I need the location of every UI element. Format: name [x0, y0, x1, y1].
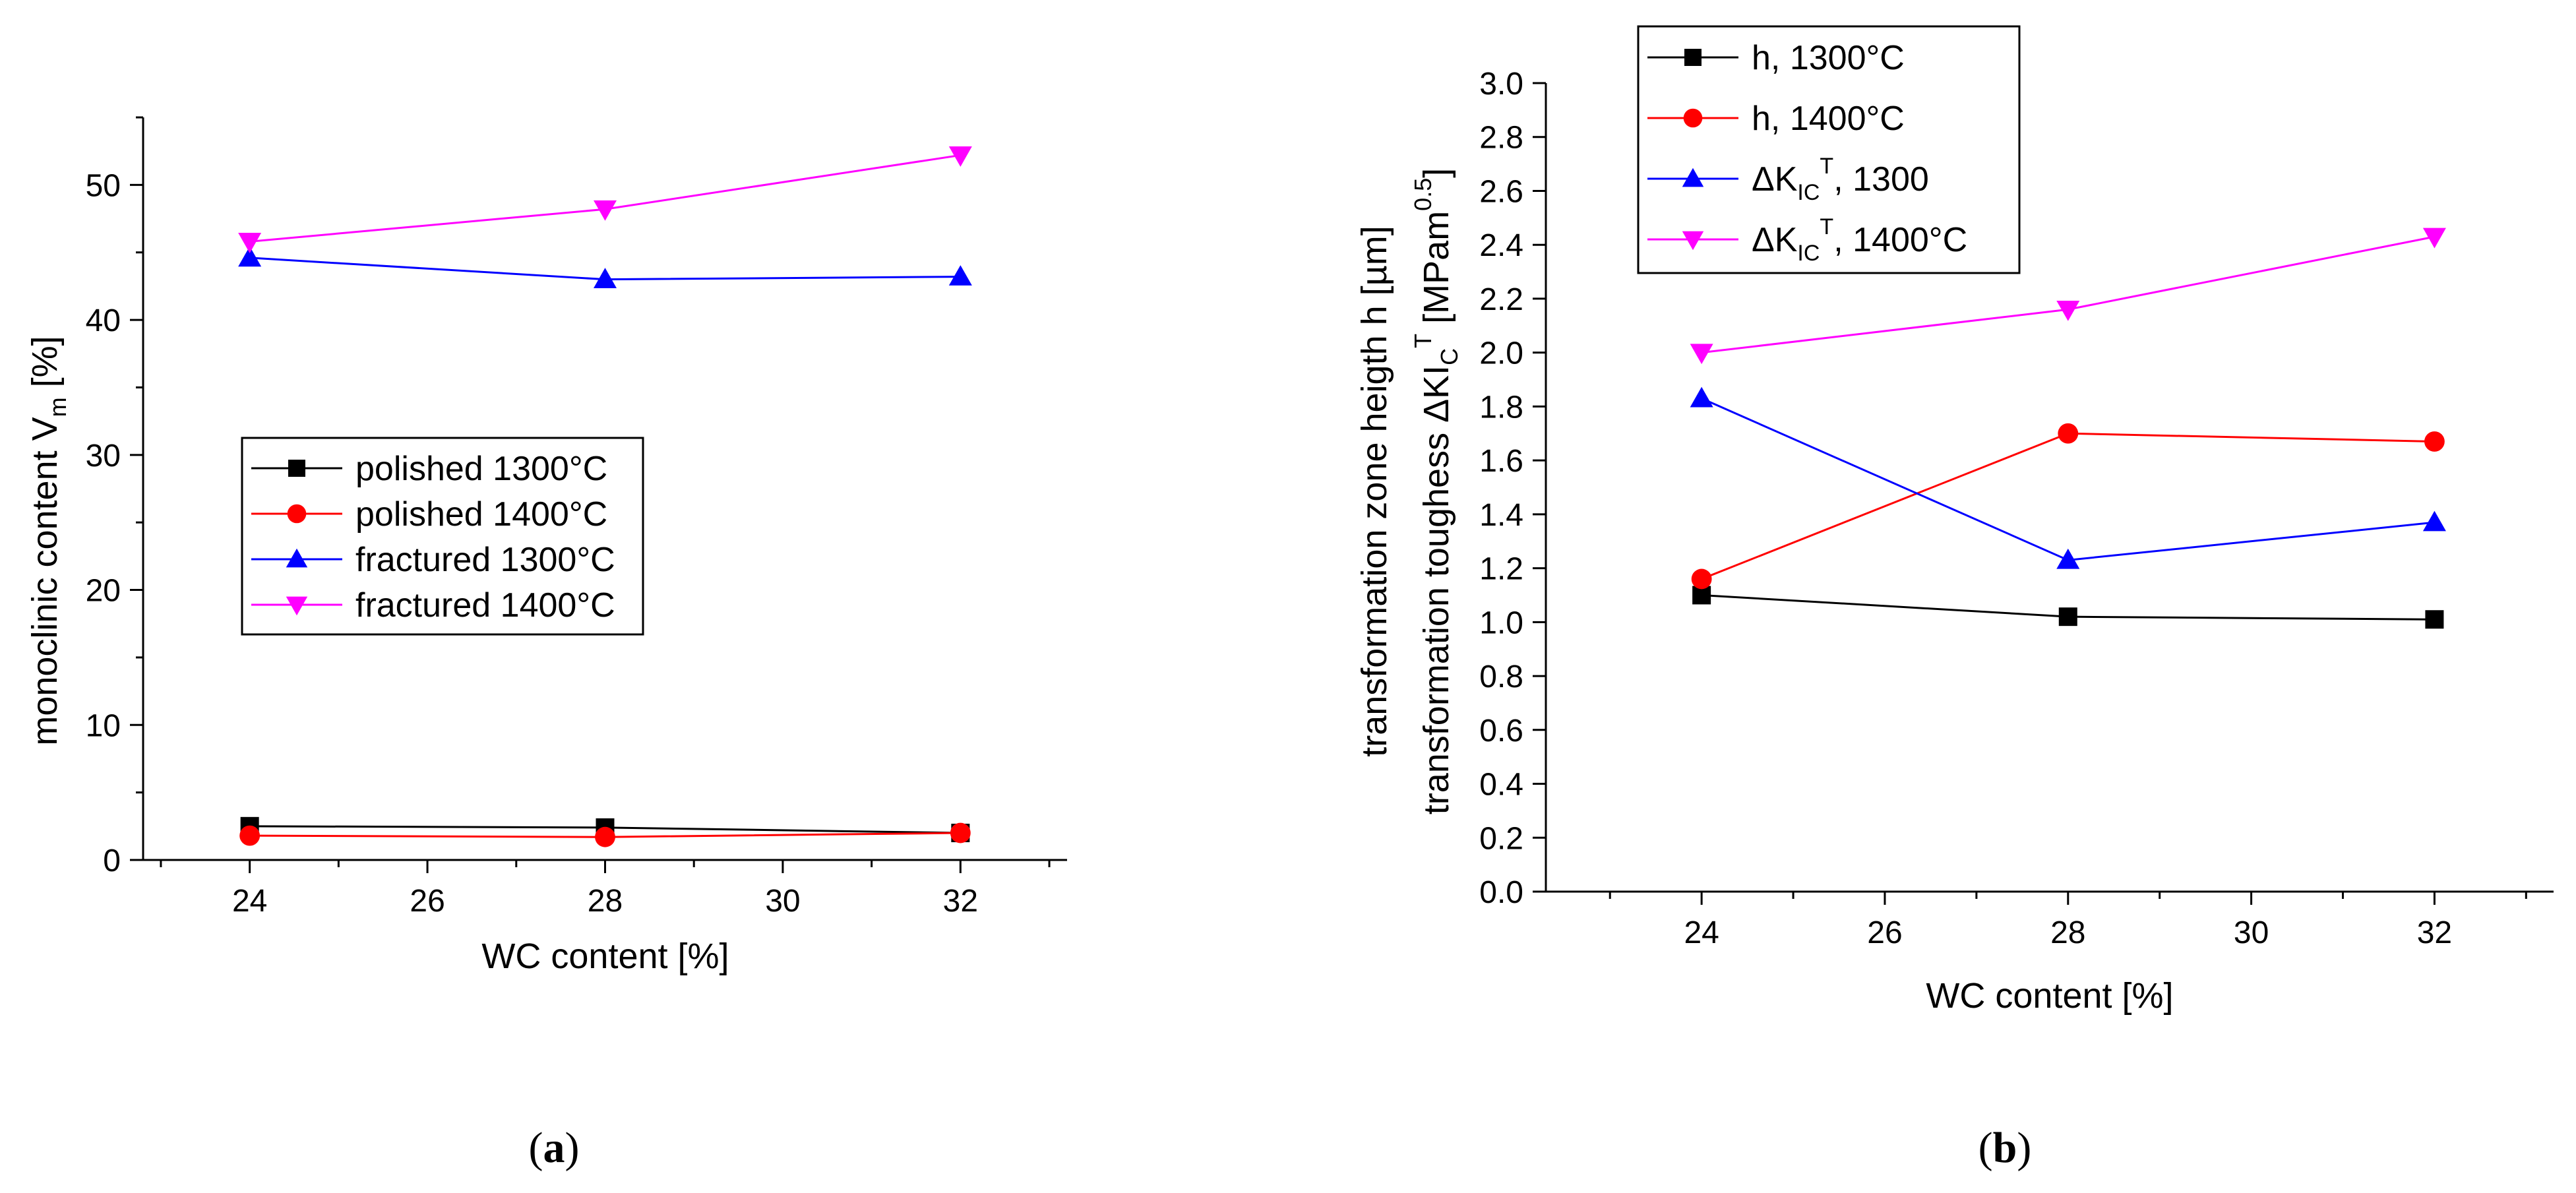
chart-b-legend-marker-3: [1682, 231, 1704, 251]
chart-a-y-tick-label: 20: [86, 574, 121, 609]
chart-a-legend-marker-3: [286, 596, 308, 616]
chart-b-series: [1690, 228, 2446, 629]
chart-a-y-tick-label: 0: [103, 843, 121, 878]
chart-a-x-tick-label: 26: [410, 884, 445, 919]
chart-a-x-axis-label: WC content [%]: [481, 936, 729, 976]
chart-a-point-s2-2: [948, 265, 972, 286]
chart-b-y-tick-label: 1.2: [1479, 552, 1523, 587]
chart-a-y-ticks: 0 10 20 30 40 50: [86, 116, 143, 878]
chart-b-point-s1-2: [2424, 431, 2445, 452]
chart-a-y-tick-label: 50: [86, 168, 121, 203]
chart-a-legend: polished 1300°C polished 1400°C fractured …: [241, 437, 644, 636]
chart-b-y-tick-label: 1.8: [1479, 390, 1523, 425]
chart-b-y-tick-label: 1.0: [1479, 605, 1523, 640]
chart-a-x-tick-label: 24: [232, 884, 267, 919]
chart-a-point-s2-1: [594, 268, 617, 288]
chart-a-x-tick-label: 28: [588, 884, 623, 919]
chart-b-axes: [1545, 83, 2554, 893]
chart-b-y-axis-label-line1: transformation zone heigth h [µm]: [1355, 226, 1394, 757]
chart-b-y-tick-label: 2.2: [1479, 282, 1523, 317]
chart-a-point-s3-0: [238, 233, 262, 253]
chart-a-legend-marker-0: [288, 460, 305, 477]
chart-b-y-tick-label: 2.8: [1479, 121, 1523, 156]
chart-a-caption: (a): [529, 1124, 580, 1172]
chart-a-point-s1-0: [239, 825, 261, 846]
chart-b-x-axis-label: WC content [%]: [1926, 976, 2173, 1016]
chart-b-point-s0-2: [2425, 610, 2444, 629]
chart-b-point-s3-0: [1690, 344, 1713, 365]
chart-a-legend-label-2: fractured 1300°C: [355, 541, 615, 579]
chart-b-x-tick-label: 28: [2050, 915, 2085, 950]
chart-b-x-tick-label: 26: [1867, 915, 1902, 950]
chart-b-legend-marker-2: [1682, 168, 1704, 187]
chart-b-point-s0-1: [2058, 607, 2077, 627]
chart-b-legend-marker-1: [1683, 108, 1703, 128]
chart-b-y-tick-label: 2.6: [1479, 174, 1523, 209]
chart-b-legend-label-3: ΔKICT, 1400°C: [1752, 214, 1967, 266]
chart-b-y-tick-label: 0.6: [1479, 714, 1523, 749]
chart-a-y-axis-label: monoclinic content Vm [%]: [25, 336, 71, 745]
chart-a-point-s3-2: [948, 146, 972, 167]
chart-a-series: [238, 146, 972, 847]
chart-b-legend-marker-0: [1684, 49, 1702, 66]
chart-a-x-tick-label: 30: [765, 884, 800, 919]
chart-b-y-ticks: 0.0 0.2 0.4 0.6 0.8 1.0 1.2 1.4 1.6 1.8 2.0 2.2 2.4 2…: [1479, 67, 1546, 910]
chart-a-legend-marker-2: [286, 548, 308, 568]
chart-a-legend-box: [241, 437, 644, 636]
chart-a-legend-label-3: fractured 1400°C: [355, 586, 615, 625]
chart-b-y-tick-label: 0.0: [1479, 875, 1523, 910]
chart-a-y-tick-label: 40: [86, 303, 121, 338]
chart-b-point-s2-0: [1690, 386, 1713, 408]
chart-b-point-s3-2: [2422, 228, 2446, 249]
chart-b-x-tick-label: 30: [2234, 915, 2269, 950]
chart-b-legend-label-2: ΔKICT, 1300: [1752, 154, 1929, 205]
chart-a-series-line-3: [249, 154, 961, 243]
chart-b-y-tick-label: 0.8: [1479, 659, 1523, 694]
chart-a-point-s2-0: [238, 246, 262, 267]
chart-b-y-tick-label: 2.0: [1479, 336, 1523, 371]
chart-b-point-s1-1: [2058, 423, 2079, 444]
chart-b-caption: (b): [1978, 1124, 2032, 1172]
chart-b-legend-label-1: h, 1400°C: [1752, 100, 1905, 138]
chart-b-y-tick-label: 3.0: [1479, 67, 1523, 102]
chart-a-point-s1-1: [595, 826, 615, 847]
chart-b-point-s2-1: [2056, 548, 2080, 569]
chart-a-y-tick-label: 30: [86, 439, 121, 474]
chart-a-legend-label-1: polished 1400°C: [355, 495, 607, 534]
chart-a-y-tick-label: 10: [86, 708, 121, 743]
chart-b-x-tick-label: 32: [2417, 915, 2452, 950]
chart-b-legend: h, 1300°C h, 1400°C ΔKICT, 1300 ΔKICT, 1400…: [1637, 25, 2021, 274]
chart-b-x-ticks: 24 26 28 30 32: [1609, 892, 2527, 950]
chart-b-legend-label-0: h, 1300°C: [1752, 39, 1905, 77]
chart-b-y-tick-label: 2.4: [1479, 228, 1523, 263]
chart-a-x-ticks: 24 26 28 30 32: [160, 860, 1051, 919]
chart-b-y-tick-label: 0.2: [1479, 821, 1523, 856]
chart-b-x-tick-label: 24: [1684, 915, 1719, 950]
chart-b-point-s3-1: [2056, 300, 2080, 321]
chart-b-y-axis-label-line2: transformation toughess ΔKICT [MPam0.5]: [1409, 168, 1463, 815]
chart-b-y-tick-label: 1.6: [1479, 444, 1523, 479]
chart-a-legend-marker-1: [287, 504, 307, 524]
chart-a-legend-label-0: polished 1300°C: [355, 450, 607, 488]
chart-b-y-tick-label: 1.4: [1479, 498, 1523, 533]
chart-a-point-s3-1: [594, 200, 617, 221]
chart-panel-b: 24 26 28 30 32 0.0 0.2 0.4 0.6 0.8 1.0 1.2 1.4 1.6 1.…: [1355, 25, 2554, 1172]
chart-b-point-s2-2: [2422, 510, 2446, 532]
chart-a-point-s1-2: [950, 822, 971, 843]
chart-b-point-s1-0: [1691, 568, 1712, 590]
chart-a-x-tick-label: 32: [943, 884, 978, 919]
chart-b-y-tick-label: 0.4: [1479, 768, 1523, 803]
